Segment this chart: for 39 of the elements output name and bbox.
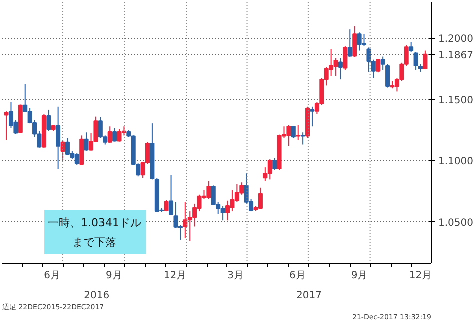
candlestick [84,132,89,152]
candlestick [348,29,352,58]
candlestick [310,106,315,128]
text: 2016 [84,290,110,302]
candlestick [352,26,358,58]
annotation: 一時、1.0341ドル [48,216,142,230]
candlestick [112,128,118,142]
candlestick [4,111,9,141]
y-tick-label: 1.2000 [438,34,474,46]
candlestick [226,200,230,222]
candlestick [272,158,278,171]
candlestick [423,50,428,70]
x-tick-label: 12月 [164,270,187,282]
x-tick-label: 3月 [228,270,244,282]
candlestick [376,58,381,74]
candlestick [409,42,414,53]
candlestick [56,106,61,170]
y-tick-label: 1.0500 [438,218,474,229]
candlestick [338,58,343,80]
candlestick [300,132,306,146]
x-tick-label: 9月 [106,270,122,282]
candlestick [380,56,386,72]
y-tick-label: 1.1000 [438,156,474,168]
candlestick [343,46,348,72]
candlestick [258,187,263,210]
y-tick-label: 1.1500 [438,95,474,106]
text: 2017 [296,290,322,302]
annotation: まで下落 [72,236,117,250]
candlestick [291,126,296,139]
candlestick [46,109,52,132]
candlestick [169,174,174,216]
candlestick [108,126,112,144]
x-tick-label: 9月 [351,270,368,282]
x-tick-label: 12月 [409,270,432,282]
x-tick-label: 6月 [290,270,306,282]
x-tick-label: 6月 [44,270,60,282]
candlestick [296,124,301,141]
y-tick-label: 1.1867 [438,50,474,62]
candlestick [386,64,390,88]
